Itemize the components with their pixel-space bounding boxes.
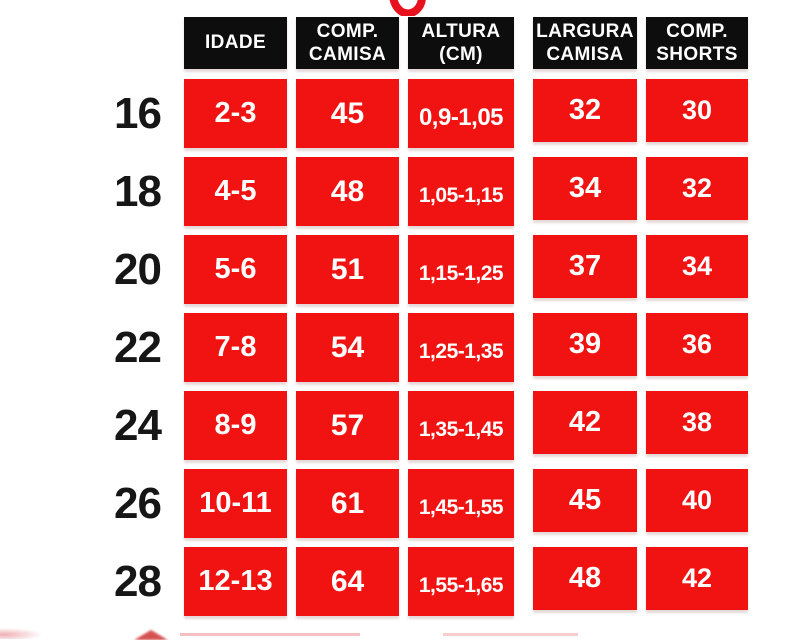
table-row: 16 2-3 45 0,9-1,05 32 30 <box>108 79 748 148</box>
cell-comp-shorts: 30 <box>646 79 748 142</box>
cell-largura-camisa: 34 <box>533 157 637 220</box>
table-row: 24 8-9 57 1,35-1,45 42 38 <box>108 391 748 460</box>
cell-comp-shorts: 36 <box>646 313 748 376</box>
cell-idade: 4-5 <box>184 157 287 226</box>
cell-comp-camisa: 48 <box>296 157 399 226</box>
cell-altura: 1,05-1,15 <box>408 157 514 226</box>
cell-comp-shorts: 34 <box>646 235 748 298</box>
row-size-label: 18 <box>114 166 162 216</box>
cell-largura-camisa: 45 <box>533 469 637 532</box>
cell-largura-camisa: 39 <box>533 313 637 376</box>
cell-largura-camisa: 42 <box>533 391 637 454</box>
cell-comp-shorts: 40 <box>646 469 748 532</box>
size-chart-table: IDADE COMP. CAMISA ALTURA (CM) LARGURA C… <box>108 17 748 625</box>
cell-idade: 7-8 <box>184 313 287 382</box>
bottom-edge-strip <box>180 633 360 636</box>
cell-comp-camisa: 64 <box>296 547 399 616</box>
row-size-label: 22 <box>114 322 162 372</box>
row-size-label: 24 <box>114 400 162 450</box>
cell-comp-shorts: 42 <box>646 547 748 610</box>
cell-altura: 1,15-1,25 <box>408 235 514 304</box>
cell-largura-camisa: 48 <box>533 547 637 610</box>
cell-idade: 5-6 <box>184 235 287 304</box>
table-row: 18 4-5 48 1,05-1,15 34 32 <box>108 157 748 226</box>
cell-altura: 1,45-1,55 <box>408 469 514 538</box>
row-size-label: 26 <box>114 478 162 528</box>
cell-idade: 10-11 <box>184 469 287 538</box>
row-size-label: 28 <box>114 556 162 606</box>
cell-altura: 0,9-1,05 <box>408 79 514 148</box>
cell-comp-shorts: 38 <box>646 391 748 454</box>
bottom-left-smudge <box>0 628 42 639</box>
table-row: 26 10-11 61 1,45-1,55 45 40 <box>108 469 748 538</box>
col-header-altura-cm: ALTURA (CM) <box>408 17 514 69</box>
cell-comp-camisa: 61 <box>296 469 399 538</box>
cell-altura: 1,25-1,35 <box>408 313 514 382</box>
cell-comp-camisa: 57 <box>296 391 399 460</box>
cell-idade: 2-3 <box>184 79 287 148</box>
cell-comp-camisa: 54 <box>296 313 399 382</box>
decorative-squiggle <box>389 0 426 16</box>
cell-altura: 1,35-1,45 <box>408 391 514 460</box>
row-size-label: 20 <box>114 244 162 294</box>
decorative-triangle <box>134 630 168 640</box>
header-row: IDADE COMP. CAMISA ALTURA (CM) LARGURA C… <box>108 17 748 69</box>
table-row: 28 12-13 64 1,55-1,65 48 42 <box>108 547 748 616</box>
cell-altura: 1,55-1,65 <box>408 547 514 616</box>
col-header-comp-shorts: COMP. SHORTS <box>646 17 748 69</box>
table-row: 20 5-6 51 1,15-1,25 37 34 <box>108 235 748 304</box>
table-row: 22 7-8 54 1,25-1,35 39 36 <box>108 313 748 382</box>
cell-comp-camisa: 51 <box>296 235 399 304</box>
bottom-edge-strip <box>443 633 578 636</box>
col-header-idade: IDADE <box>184 17 287 69</box>
cell-comp-shorts: 32 <box>646 157 748 220</box>
header-spacer <box>108 17 175 69</box>
cell-idade: 12-13 <box>184 547 287 616</box>
cell-idade: 8-9 <box>184 391 287 460</box>
col-header-comp-camisa: COMP. CAMISA <box>296 17 399 69</box>
cell-largura-camisa: 32 <box>533 79 637 142</box>
cell-comp-camisa: 45 <box>296 79 399 148</box>
cell-largura-camisa: 37 <box>533 235 637 298</box>
row-size-label: 16 <box>114 88 162 138</box>
col-header-largura-camisa: LARGURA CAMISA <box>533 17 637 69</box>
